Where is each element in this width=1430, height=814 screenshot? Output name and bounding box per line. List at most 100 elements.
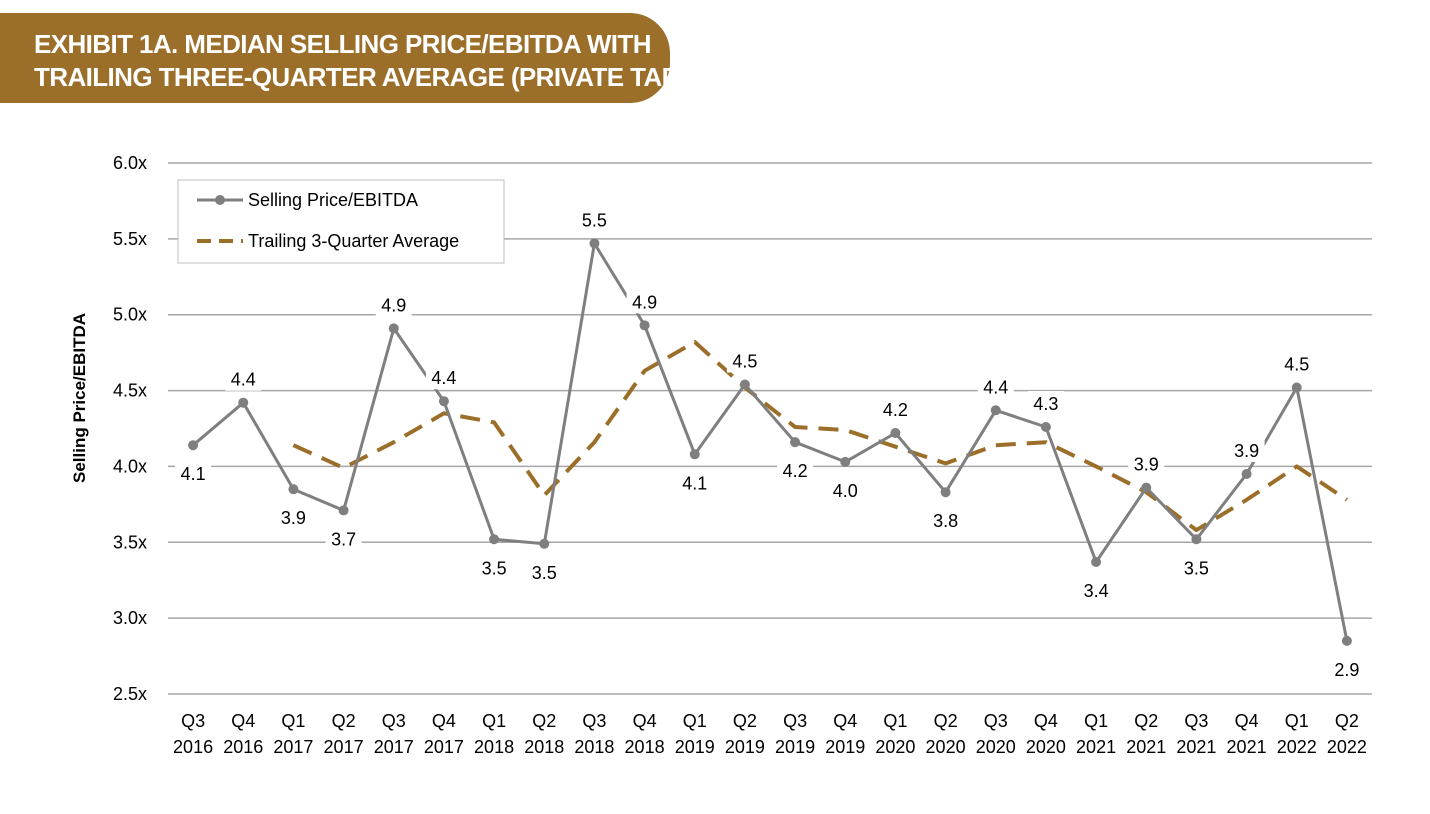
x-axis-ticks: Q3 2016 Q4 2016 Q1 2017 Q2 2017 Q3 2017 Q4 2017 Q1 20…: [173, 711, 1367, 757]
data-point: [739, 379, 750, 390]
x-tick-year: 2021: [1176, 737, 1216, 757]
x-tick-quarter: Q3: [382, 711, 406, 731]
x-tick-year: 2018: [474, 737, 514, 757]
data-label: 4.2: [883, 400, 908, 420]
gridlines: [168, 162, 1372, 695]
legend-marker-selling: [215, 195, 225, 205]
x-tick-quarter: Q4: [231, 711, 255, 731]
x-tick-quarter: Q1: [1084, 711, 1108, 731]
data-point: [940, 487, 951, 498]
y-tick-label: 5.5x: [113, 229, 147, 249]
x-tick-quarter: Q4: [1235, 711, 1259, 731]
x-tick-year: 2019: [725, 737, 765, 757]
data-label-bg: [425, 365, 462, 390]
x-tick-quarter: Q2: [934, 711, 958, 731]
y-tick-label: 4.5x: [113, 381, 147, 401]
data-label: 4.4: [231, 370, 256, 390]
x-tick-year: 2021: [1126, 737, 1166, 757]
data-label: 3.7: [331, 529, 356, 549]
series-selling-price: [188, 238, 1352, 646]
data-label: 4.0: [833, 481, 858, 501]
x-tick-year: 2021: [1076, 737, 1116, 757]
legend-label-selling: Selling Price/EBITDA: [248, 190, 418, 210]
x-tick-quarter: Q3: [582, 711, 606, 731]
data-point: [338, 505, 349, 516]
data-label: 2.9: [1334, 660, 1359, 680]
x-tick-year: 2017: [374, 737, 414, 757]
data-point: [790, 437, 801, 448]
data-label-bg: [927, 508, 964, 533]
data-point: [539, 538, 550, 549]
data-label: 3.5: [482, 558, 507, 578]
x-tick-year: 2019: [775, 737, 815, 757]
x-tick-quarter: Q3: [984, 711, 1008, 731]
data-label-bg: [726, 348, 763, 373]
y-tick-label: 3.5x: [113, 532, 147, 552]
x-tick-year: 2018: [524, 737, 564, 757]
data-label: 3.5: [1184, 558, 1209, 578]
title-banner: EXHIBIT 1A. MEDIAN SELLING PRICE/EBITDA …: [0, 13, 757, 103]
data-label-bg: [576, 207, 613, 232]
data-point: [990, 405, 1001, 416]
x-tick-year: 2017: [424, 737, 464, 757]
data-label-bg: [1128, 451, 1165, 476]
data-label-bg: [1328, 656, 1365, 681]
data-point: [288, 484, 299, 495]
x-tick-quarter: Q1: [281, 711, 305, 731]
legend-box: [177, 179, 505, 264]
x-tick-quarter: Q4: [633, 711, 657, 731]
data-point: [840, 456, 851, 467]
x-tick-year: 2021: [1227, 737, 1267, 757]
x-tick-year: 2020: [926, 737, 966, 757]
x-tick-quarter: Q2: [1335, 711, 1359, 731]
title-line-1: EXHIBIT 1A. MEDIAN SELLING PRICE/EBITDA …: [34, 29, 651, 59]
data-label-bg: [175, 461, 212, 486]
data-point: [188, 440, 199, 451]
x-tick-quarter: Q2: [532, 711, 556, 731]
data-point: [1141, 482, 1152, 493]
series-trailing-average: [292, 340, 1349, 533]
y-tick-label: 5.0x: [113, 305, 147, 325]
data-label: 3.4: [1084, 581, 1109, 601]
data-label: 3.9: [281, 508, 306, 528]
x-tick-quarter: Q4: [1034, 711, 1058, 731]
data-point: [589, 238, 600, 249]
data-label-bg: [526, 559, 563, 584]
y-axis-ticks: 2.5x 3.0x 3.5x 4.0x 4.5x 5.0x 5.5x 6.0x: [113, 153, 147, 704]
data-label-bg: [977, 374, 1014, 399]
data-label: 4.4: [983, 377, 1008, 397]
x-tick-year: 2022: [1327, 737, 1367, 757]
data-label: 5.5: [582, 210, 607, 230]
data-label-bg: [1178, 555, 1215, 580]
selling-price-line: [192, 241, 1349, 642]
data-label-bg: [1228, 438, 1265, 463]
x-tick-quarter: Q4: [432, 711, 456, 731]
data-label-bg: [1078, 578, 1115, 603]
data-point: [1241, 469, 1252, 480]
x-tick-year: 2017: [273, 737, 313, 757]
legend-label-average: Trailing 3-Quarter Average: [248, 231, 459, 251]
data-label-bg: [827, 477, 864, 502]
x-tick-year: 2019: [675, 737, 715, 757]
data-label-bg: [325, 526, 362, 551]
data-point: [438, 396, 449, 407]
data-point: [1040, 421, 1051, 432]
data-label-bg: [777, 458, 814, 483]
y-tick-label: 2.5x: [113, 684, 147, 704]
data-label: 4.3: [1033, 394, 1058, 414]
data-label: 4.5: [732, 352, 757, 372]
x-tick-quarter: Q4: [833, 711, 857, 731]
data-point: [689, 449, 700, 460]
data-label: 4.9: [381, 295, 406, 315]
data-label: 4.5: [1284, 355, 1309, 375]
data-point: [1341, 635, 1352, 646]
x-tick-year: 2020: [875, 737, 915, 757]
average-line: [292, 340, 1349, 533]
x-tick-quarter: Q2: [1134, 711, 1158, 731]
data-label: 4.9: [632, 292, 657, 312]
x-tick-quarter: Q2: [733, 711, 757, 731]
x-tick-quarter: Q3: [1184, 711, 1208, 731]
data-label-bg: [1278, 351, 1315, 376]
x-tick-quarter: Q3: [181, 711, 205, 731]
